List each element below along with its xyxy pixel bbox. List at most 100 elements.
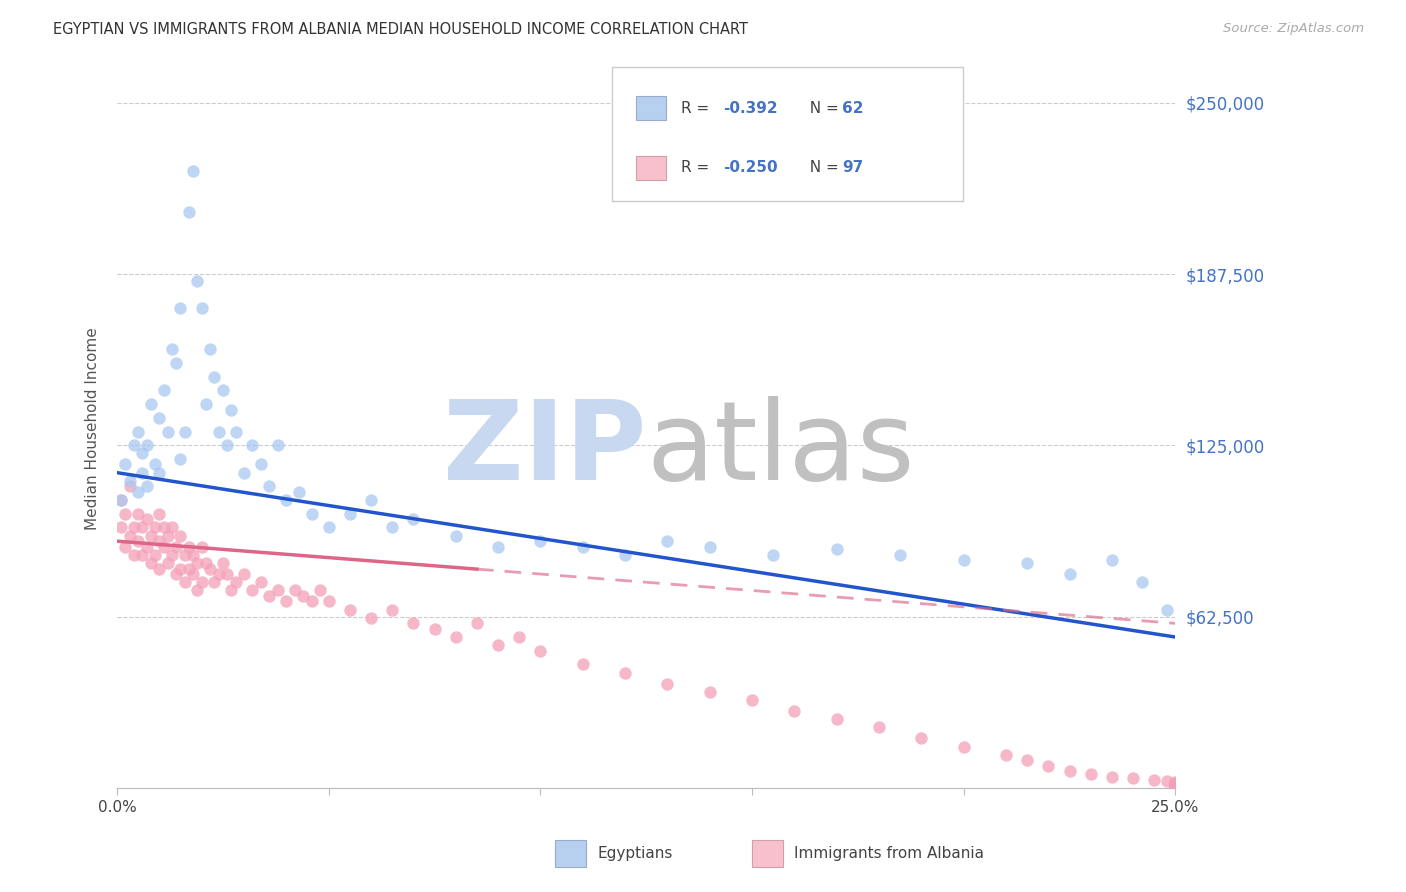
Point <box>1080 767 1102 781</box>
Point <box>1164 776 1187 790</box>
Point <box>1101 553 1123 567</box>
Point <box>135 438 157 452</box>
Point <box>508 630 530 644</box>
Point <box>194 397 217 411</box>
Point <box>1101 770 1123 784</box>
Point <box>529 644 551 658</box>
Text: 97: 97 <box>842 161 863 176</box>
Point <box>194 556 217 570</box>
Point <box>198 561 221 575</box>
Text: Source: ZipAtlas.com: Source: ZipAtlas.com <box>1223 22 1364 36</box>
Point <box>148 466 170 480</box>
Point <box>160 520 183 534</box>
Point <box>301 594 323 608</box>
Point <box>169 452 191 467</box>
Point <box>657 676 679 690</box>
Point <box>110 520 132 534</box>
Point <box>486 638 509 652</box>
Point <box>339 507 361 521</box>
Point <box>276 594 298 608</box>
Point <box>156 425 179 439</box>
Point <box>571 540 593 554</box>
Point <box>219 402 242 417</box>
Point <box>127 425 149 439</box>
Point <box>143 548 166 562</box>
Point <box>177 561 200 575</box>
Point <box>318 520 340 534</box>
Point <box>486 540 509 554</box>
Point <box>614 665 637 680</box>
Point <box>952 553 974 567</box>
Point <box>1122 771 1144 785</box>
Point <box>173 548 195 562</box>
Point <box>571 657 593 672</box>
Text: R =: R = <box>681 161 714 176</box>
Point <box>169 561 191 575</box>
Point <box>165 567 187 582</box>
Point <box>114 507 136 521</box>
Point <box>465 616 488 631</box>
Point <box>444 630 467 644</box>
Point <box>160 548 183 562</box>
Point <box>152 540 174 554</box>
Point <box>444 529 467 543</box>
Point <box>148 507 170 521</box>
Point <box>1143 772 1166 787</box>
Point <box>127 534 149 549</box>
Point <box>1017 556 1039 570</box>
Point <box>1164 779 1187 793</box>
Point <box>741 693 763 707</box>
Point <box>186 556 208 570</box>
Point <box>122 548 145 562</box>
Point <box>402 616 425 631</box>
Point <box>339 602 361 616</box>
Point <box>181 164 204 178</box>
Text: EGYPTIAN VS IMMIGRANTS FROM ALBANIA MEDIAN HOUSEHOLD INCOME CORRELATION CHART: EGYPTIAN VS IMMIGRANTS FROM ALBANIA MEDI… <box>53 22 748 37</box>
Point <box>143 458 166 472</box>
Point <box>267 583 290 598</box>
Point <box>529 534 551 549</box>
Point <box>1156 773 1178 788</box>
Point <box>152 384 174 398</box>
Point <box>211 556 233 570</box>
Point <box>1130 575 1153 590</box>
Point <box>952 739 974 754</box>
Point <box>198 343 221 357</box>
Point <box>165 540 187 554</box>
Point <box>259 479 281 493</box>
Point <box>825 542 848 557</box>
Point <box>1059 764 1081 779</box>
Point <box>135 479 157 493</box>
Point <box>173 575 195 590</box>
Point <box>657 534 679 549</box>
Point <box>762 548 785 562</box>
Point <box>1164 775 1187 789</box>
Point <box>242 438 264 452</box>
Point <box>301 507 323 521</box>
Point <box>135 540 157 554</box>
Point <box>135 512 157 526</box>
Point <box>1038 759 1060 773</box>
Point <box>173 425 195 439</box>
Point <box>160 343 183 357</box>
Point <box>1017 753 1039 767</box>
Point <box>233 567 256 582</box>
Point <box>284 583 307 598</box>
Point <box>614 548 637 562</box>
Text: N =: N = <box>800 101 844 116</box>
Point <box>114 458 136 472</box>
Text: Egyptians: Egyptians <box>598 847 673 861</box>
Point <box>131 466 153 480</box>
Point <box>215 438 238 452</box>
Point <box>360 493 382 508</box>
Point <box>181 567 204 582</box>
Point <box>381 520 404 534</box>
Point <box>139 397 162 411</box>
Text: N =: N = <box>800 161 844 176</box>
Point <box>309 583 332 598</box>
Point <box>186 583 208 598</box>
Point <box>995 747 1018 762</box>
Point <box>1164 778 1187 792</box>
Point <box>127 484 149 499</box>
Point <box>219 583 242 598</box>
